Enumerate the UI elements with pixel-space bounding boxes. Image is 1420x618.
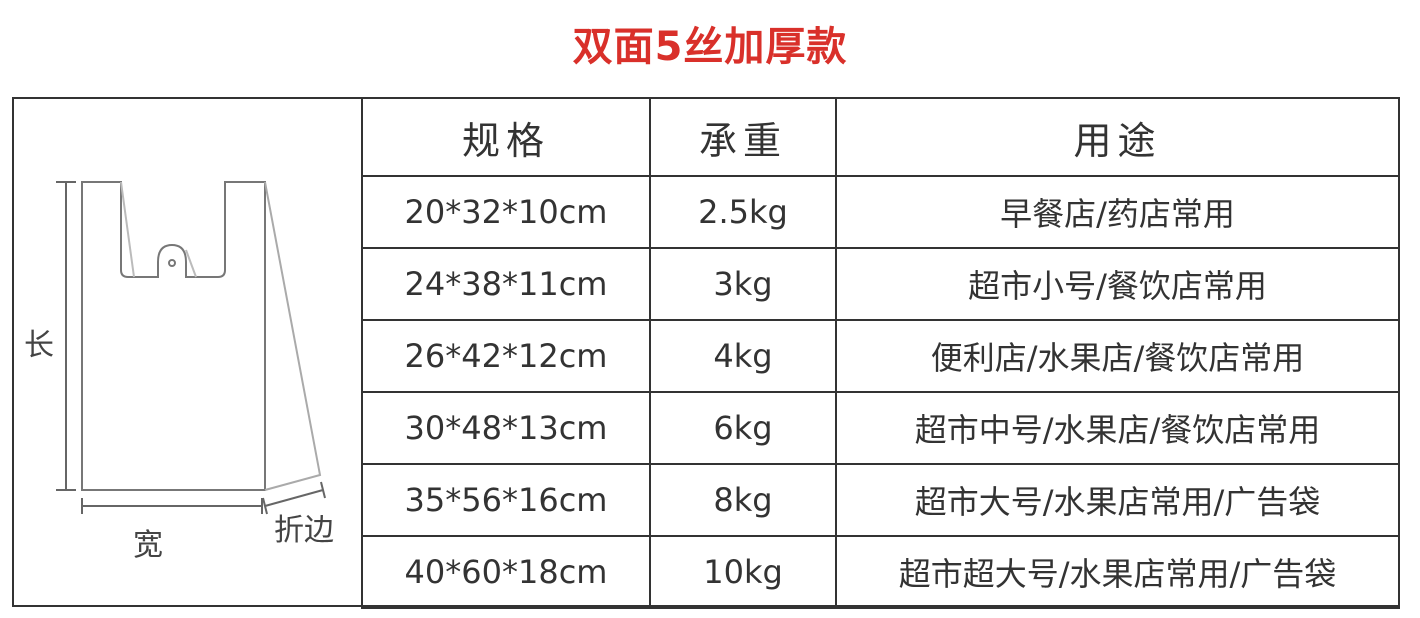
- cell-usage: 早餐店/药店常用: [835, 175, 1400, 249]
- page-title: 双面5丝加厚款: [572, 24, 848, 70]
- cell-usage: 超市大号/水果店常用/广告袋: [835, 463, 1400, 537]
- cell-load: 10kg: [649, 535, 837, 609]
- cell-load: 4kg: [649, 319, 837, 393]
- table-row: 40*60*18cm 10kg 超市超大号/水果店常用/广告袋: [361, 535, 1400, 609]
- cell-usage: 便利店/水果店/餐饮店常用: [835, 319, 1400, 393]
- table-header-row: 规格 承重 用途: [361, 97, 1400, 177]
- spec-table: 规格 承重 用途 20*32*10cm 2.5kg 早餐店/药店常用 24*38*1…: [361, 97, 1400, 609]
- cell-spec: 26*42*12cm: [361, 319, 651, 393]
- cell-spec: 20*32*10cm: [361, 175, 651, 249]
- cell-usage: 超市超大号/水果店常用/广告袋: [835, 535, 1400, 609]
- table-row: 35*56*16cm 8kg 超市大号/水果店常用/广告袋: [361, 463, 1400, 537]
- cell-spec: 24*38*11cm: [361, 247, 651, 321]
- table-row: 30*48*13cm 6kg 超市中号/水果店/餐饮店常用: [361, 391, 1400, 465]
- cell-spec: 30*48*13cm: [361, 391, 651, 465]
- cell-usage: 超市小号/餐饮店常用: [835, 247, 1400, 321]
- cell-spec: 35*56*16cm: [361, 463, 651, 537]
- header-load: 承重: [649, 97, 837, 177]
- header-spec: 规格: [361, 97, 651, 177]
- cell-usage: 超市中号/水果店/餐饮店常用: [835, 391, 1400, 465]
- cell-load: 8kg: [649, 463, 837, 537]
- cell-spec: 40*60*18cm: [361, 535, 651, 609]
- header-usage: 用途: [835, 97, 1400, 177]
- cell-load: 6kg: [649, 391, 837, 465]
- cell-load: 2.5kg: [649, 175, 837, 249]
- cell-load: 3kg: [649, 247, 837, 321]
- table-row: 24*38*11cm 3kg 超市小号/餐饮店常用: [361, 247, 1400, 321]
- table-row: 20*32*10cm 2.5kg 早餐店/药店常用: [361, 175, 1400, 249]
- table-row: 26*42*12cm 4kg 便利店/水果店/餐饮店常用: [361, 319, 1400, 393]
